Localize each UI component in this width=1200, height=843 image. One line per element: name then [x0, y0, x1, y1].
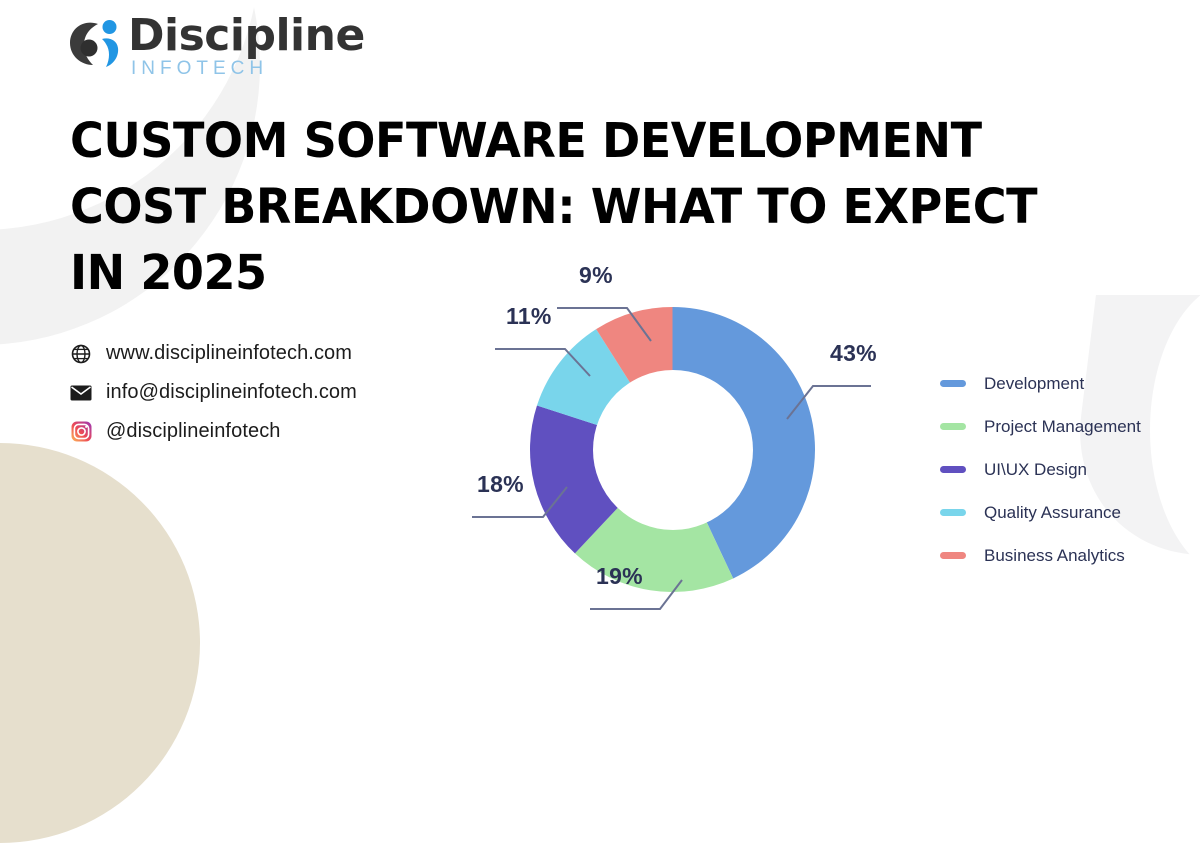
instagram-text: @disciplineinfotech	[106, 420, 281, 442]
legend-swatch-quality-assurance	[940, 509, 966, 516]
legend-label-business-analytics: Business Analytics	[984, 545, 1125, 565]
legend-swatch-business-analytics	[940, 552, 966, 559]
pct-label-quality-assurance: 11%	[506, 303, 552, 329]
brand-logo: Discipline INFOTECH	[68, 14, 365, 78]
legend-swatch-development	[940, 380, 966, 387]
brand-tagline: INFOTECH	[131, 58, 269, 79]
pct-label-uiux-design: 18%	[477, 471, 524, 497]
email-text: info@disciplineinfotech.com	[106, 381, 357, 403]
globe-icon	[70, 343, 92, 365]
legend-label-quality-assurance: Quality Assurance	[984, 502, 1122, 522]
contact-item-instagram[interactable]: @disciplineinfotech	[70, 415, 357, 448]
legend-label-ui-ux-design: UI\UX Design	[984, 459, 1087, 479]
discipline-person-logo-icon	[68, 15, 124, 77]
pct-label-development: 43%	[830, 340, 877, 366]
page-title: CUSTOM SOFTWARE DEVELOPMENT COST BREAKDO…	[70, 108, 1038, 307]
chart-legend: Development Project Management UI\UX Desig…	[940, 362, 1141, 577]
legend-label-project-management: Project Management	[984, 416, 1141, 436]
legend-swatch-ui-ux-design	[940, 466, 966, 473]
legend-swatch-project-management	[940, 423, 966, 430]
title-line-3: IN 2025	[70, 245, 267, 302]
donut-ring	[530, 307, 815, 592]
legend-item-business-analytics[interactable]: Business Analytics	[940, 534, 1141, 577]
envelope-icon	[70, 382, 92, 404]
legend-item-quality-assurance[interactable]: Quality Assurance	[940, 491, 1141, 534]
legend-label-development: Development	[984, 373, 1085, 393]
brand-name: Discipline	[128, 10, 365, 61]
pct-label-business-analytics: 9%	[579, 262, 613, 288]
contact-list: www.disciplineinfotech.com info@discipli…	[70, 337, 357, 454]
website-text: www.disciplineinfotech.com	[106, 342, 353, 364]
instagram-icon	[70, 421, 92, 443]
donut-center-hole	[592, 369, 753, 530]
pct-label-project-management: 19%	[596, 563, 643, 589]
contact-item-website[interactable]: www.disciplineinfotech.com	[70, 337, 357, 370]
legend-item-ui-ux-design[interactable]: UI\UX Design	[940, 448, 1141, 491]
legend-item-project-management[interactable]: Project Management	[940, 405, 1141, 448]
title-line-1: CUSTOM SOFTWARE DEVELOPMENT	[70, 113, 982, 169]
legend-item-development[interactable]: Development	[940, 362, 1141, 405]
decorative-beige-circle	[0, 443, 200, 843]
title-line-2: COST BREAKDOWN: WHAT TO EXPECT	[70, 179, 1038, 236]
contact-item-email[interactable]: info@disciplineinfotech.com	[70, 376, 357, 409]
cost-breakdown-donut-chart: 9% 11% 43% 18% 19%	[455, 245, 925, 628]
